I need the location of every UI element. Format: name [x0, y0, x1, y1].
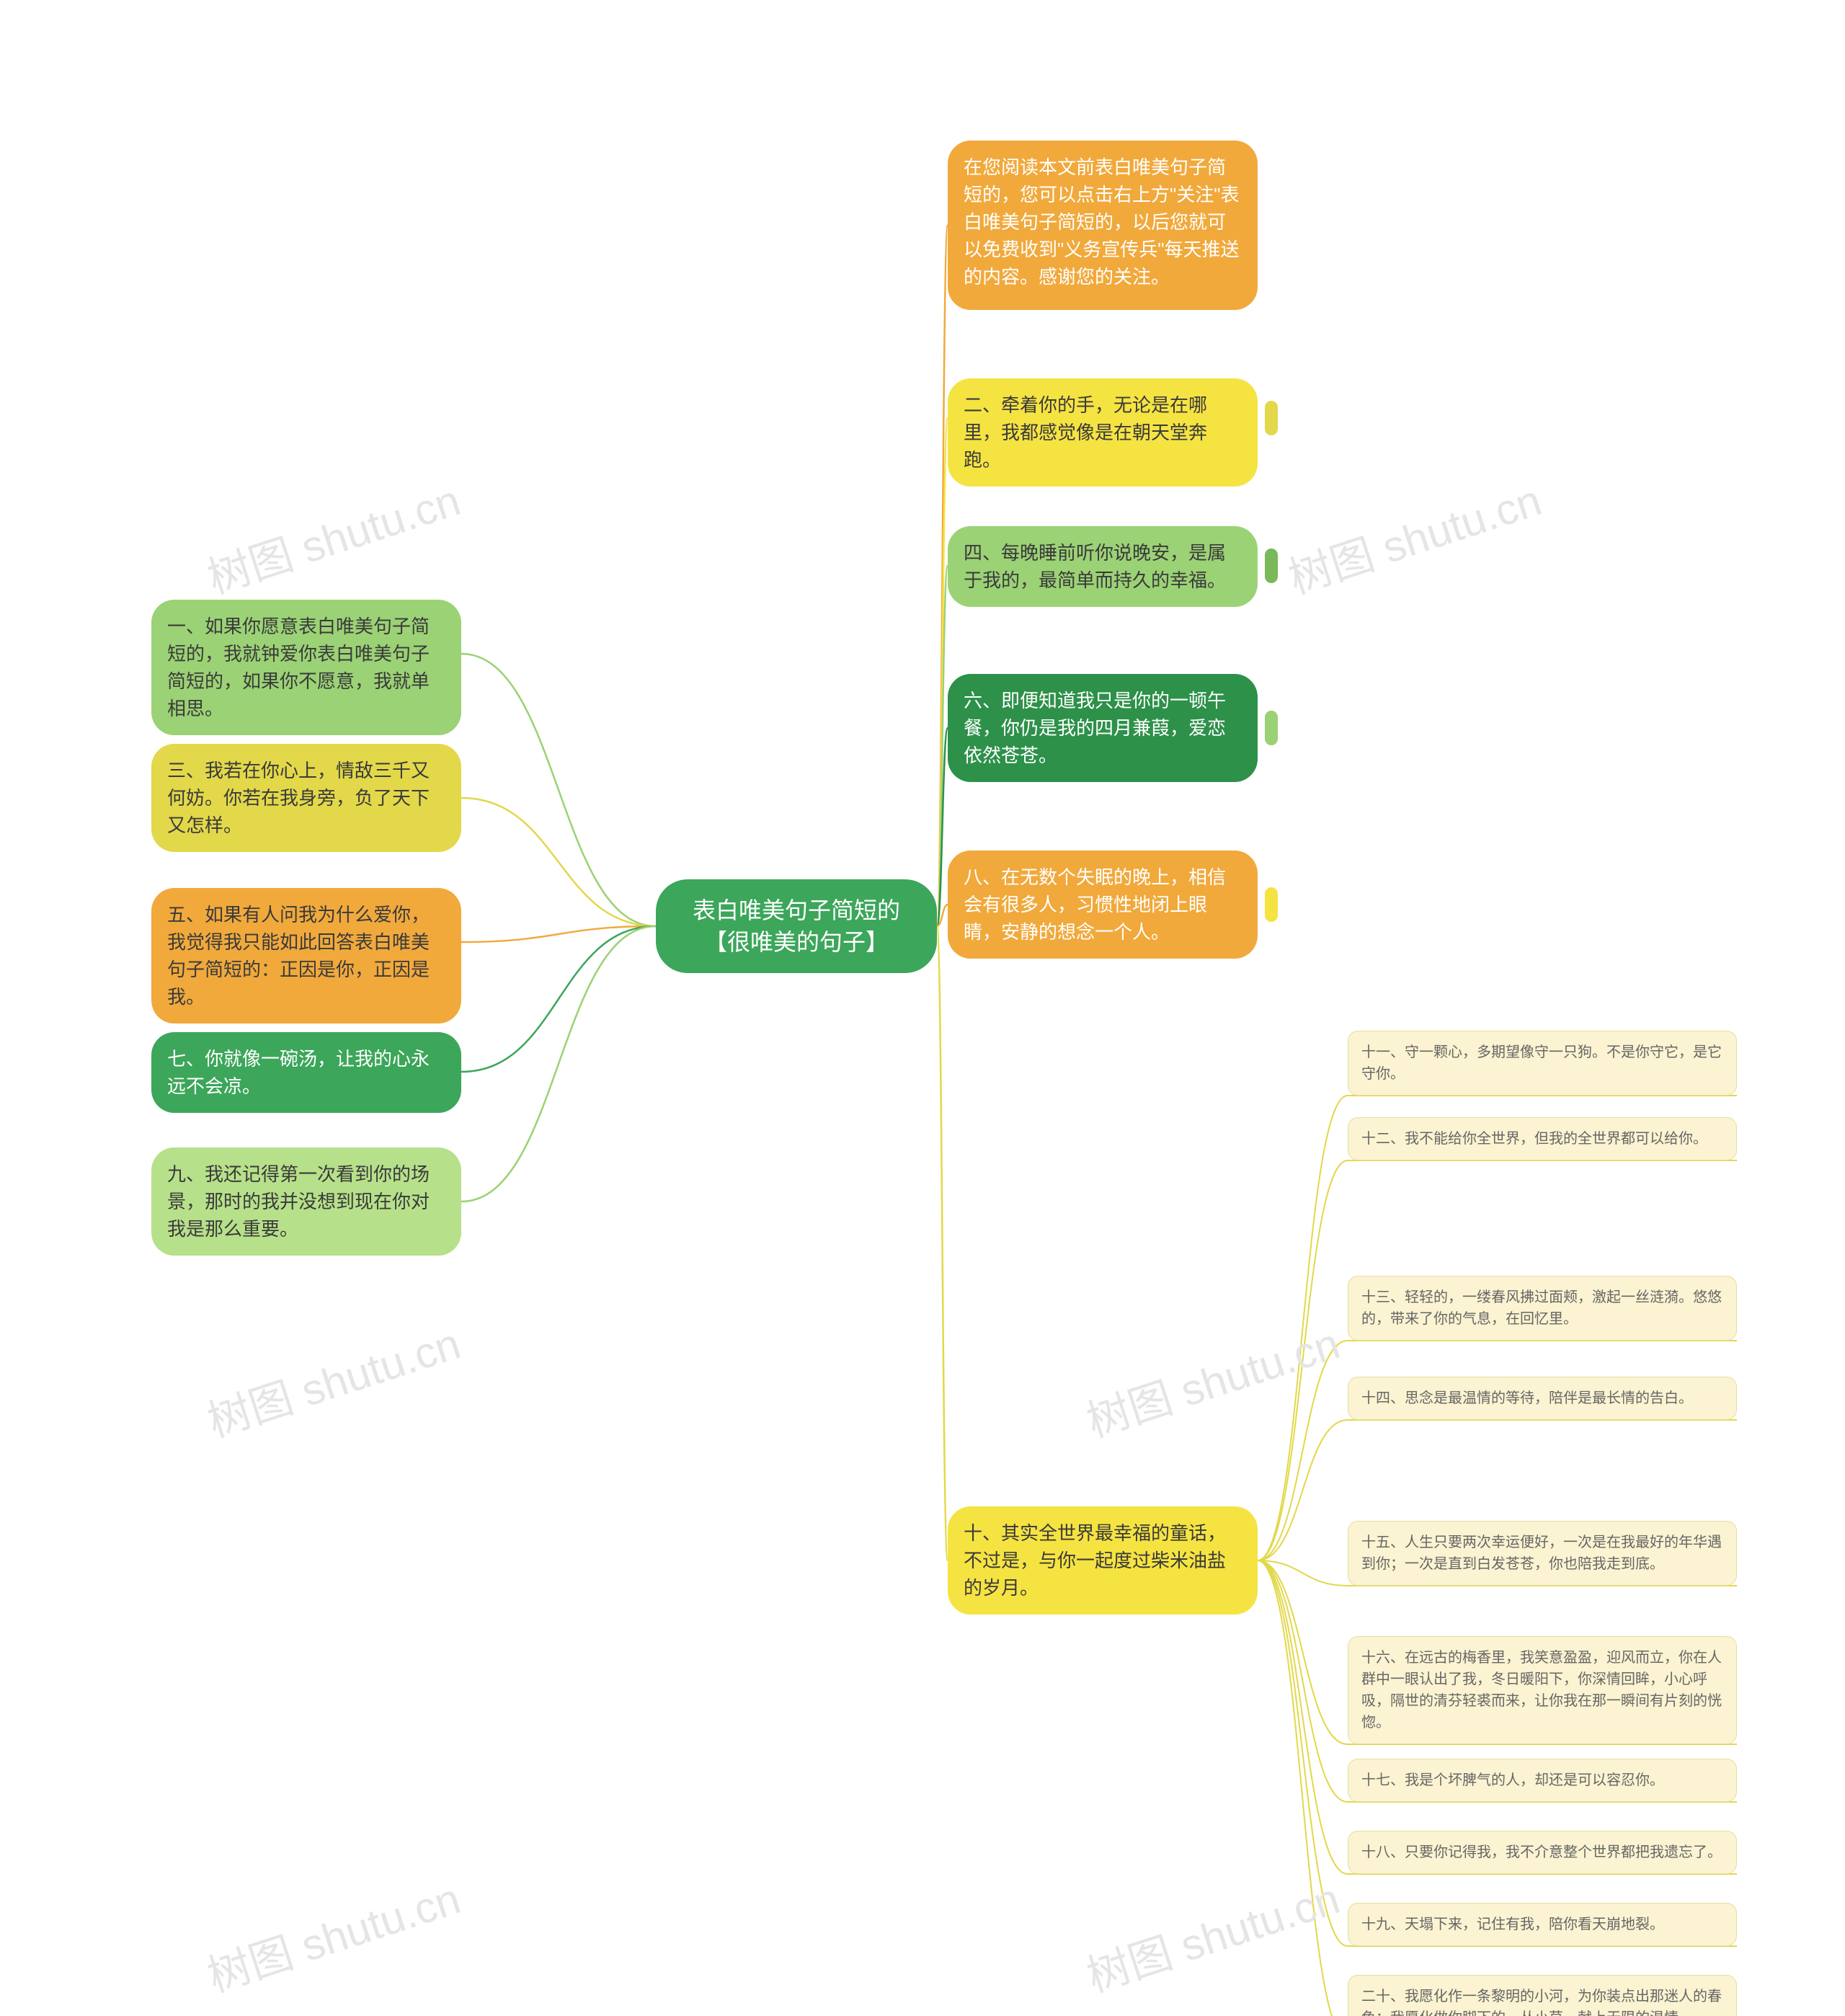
node-cap [1265, 549, 1278, 583]
node-cap [1265, 711, 1278, 745]
node-s8: 十八、只要你记得我，我不介意整个世界都把我遗忘了。 [1348, 1831, 1737, 1874]
node-s5: 十五、人生只要两次幸运便好，一次是在我最好的年华遇到你；一次是直到白发苍苍，你也… [1348, 1521, 1737, 1586]
node-r1: 在您阅读本文前表白唯美句子简短的，您可以点击右上方"关注"表白唯美句子简短的，以… [948, 141, 1258, 310]
node-r6: 十、其实全世界最幸福的童话，不过是，与你一起度过柴米油盐的岁月。 [948, 1506, 1258, 1615]
node-l3: 五、如果有人问我为什么爱你，我觉得我只能如此回答表白唯美句子简短的：正因是你，正… [151, 888, 461, 1023]
watermark: 树图 shutu.cn [1077, 1309, 1346, 1449]
node-s6: 十六、在远古的梅香里，我笑意盈盈，迎风而立，你在人群中一眼认出了我，冬日暖阳下，… [1348, 1636, 1737, 1744]
watermark: 树图 shutu.cn [198, 1309, 467, 1449]
node-l4: 七、你就像一碗汤，让我的心永远不会凉。 [151, 1032, 461, 1113]
node-l1: 一、如果你愿意表白唯美句子简短的，我就钟爱你表白唯美句子简短的，如果你不愿意，我… [151, 600, 461, 735]
node-s7: 十七、我是个坏脾气的人，却还是可以容忍你。 [1348, 1759, 1737, 1802]
node-s10: 二十、我愿化作一条黎明的小河，为你装点出那迷人的春色；我愿化做你脚下的一丛小草，… [1348, 1975, 1737, 2016]
node-s2: 十二、我不能给你全世界，但我的全世界都可以给你。 [1348, 1117, 1737, 1160]
node-s3: 十三、轻轻的，一缕春风拂过面颊，激起一丝涟漪。悠悠的，带来了你的气息，在回忆里。 [1348, 1276, 1737, 1341]
node-l5: 九、我还记得第一次看到你的场景，那时的我并没想到现在你对我是那么重要。 [151, 1147, 461, 1256]
node-s9: 十九、天塌下来，记住有我，陪你看天崩地裂。 [1348, 1903, 1737, 1946]
node-s1: 十一、守一颗心，多期望像守一只狗。不是你守它，是它守你。 [1348, 1031, 1737, 1096]
watermark: 树图 shutu.cn [198, 466, 467, 606]
watermark: 树图 shutu.cn [1279, 466, 1548, 606]
node-cap [1265, 401, 1278, 435]
node-r5: 八、在无数个失眠的晚上，相信会有很多人，习惯性地闭上眼睛，安静的想念一个人。 [948, 851, 1258, 959]
node-center: 表白唯美句子简短的【很唯美的句子】 [656, 879, 937, 973]
node-r2: 二、牵着你的手，无论是在哪里，我都感觉像是在朝天堂奔跑。 [948, 378, 1258, 487]
node-r4: 六、即便知道我只是你的一顿午餐，你仍是我的四月兼葭，爱恋依然苍苍。 [948, 674, 1258, 782]
node-s4: 十四、思念是最温情的等待，陪伴是最长情的告白。 [1348, 1377, 1737, 1420]
node-r3: 四、每晚睡前听你说晚安，是属于我的，最简单而持久的幸福。 [948, 526, 1258, 607]
node-cap [1265, 887, 1278, 922]
watermark: 树图 shutu.cn [198, 1864, 467, 2004]
node-l2: 三、我若在你心上，情敌三千又何妨。你若在我身旁，负了天下又怎样。 [151, 744, 461, 852]
watermark: 树图 shutu.cn [1077, 1864, 1346, 2004]
